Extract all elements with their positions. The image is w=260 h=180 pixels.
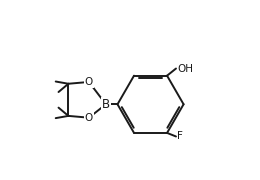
Text: B: B — [102, 98, 110, 111]
Text: O: O — [85, 113, 93, 123]
Text: OH: OH — [177, 64, 193, 73]
Text: F: F — [177, 131, 183, 141]
Text: O: O — [85, 77, 93, 87]
